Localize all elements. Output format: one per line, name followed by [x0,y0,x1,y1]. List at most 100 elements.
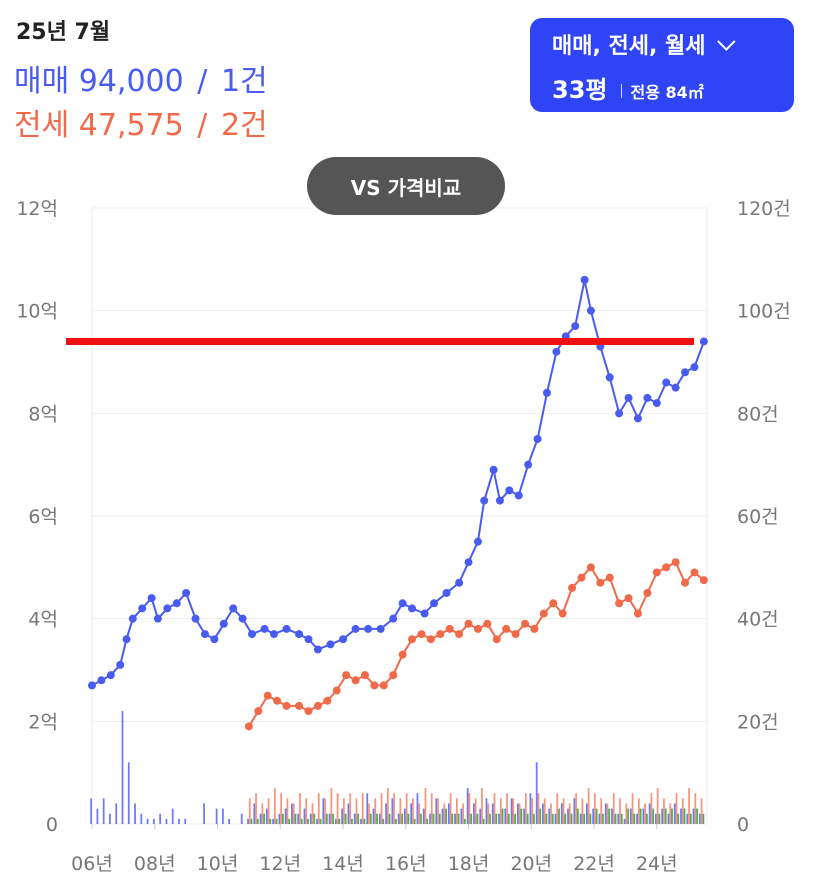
data-point-sale [652,399,661,408]
data-point-sale [200,630,209,639]
y-left-tick-label: 6억 [28,506,58,528]
data-point-sale [229,604,238,613]
data-point-sale [163,604,172,613]
data-point-jeonse [398,650,407,659]
volume-bar-sale [504,808,507,824]
volume-bar-wolse [658,813,661,824]
volume-bar-sale [303,808,306,824]
data-point-sale [398,599,407,608]
data-point-sale [690,363,699,372]
volume-bar-jeonse [437,798,439,824]
volume-bar-wolse [344,813,347,824]
volume-bar-jeonse [399,798,402,824]
data-point-sale [473,537,482,546]
data-point-sale [681,368,690,377]
volume-bar-wolse [464,818,466,824]
volume-bar-sale [309,813,312,824]
volume-bar-sale [510,798,513,824]
volume-bar-sale [592,808,595,824]
volume-bar-wolse [507,813,510,824]
data-point-sale [138,604,147,613]
volume-bar-jeonse [273,788,276,824]
volume-bar-wolse [256,818,259,824]
filter-divider [621,84,623,98]
volume-bar-sale [297,813,300,824]
data-point-jeonse [313,701,322,710]
data-point-sale [122,635,131,644]
vs-compare-button[interactable]: VS 가격비교 [307,157,505,215]
data-point-sale [260,624,269,633]
volume-bar-wolse [369,813,372,824]
volume-bar-wolse [495,813,498,824]
volume-bar-wolse [313,813,316,824]
volume-bar-jeonse [543,798,546,824]
volume-bar-sale [291,803,293,824]
x-tick-label: 08년 [134,853,176,875]
x-tick-label: 24년 [636,853,678,875]
volume-bar-wolse [664,808,667,824]
sale-label: 매매 [14,64,70,99]
volume-bar-sale [698,813,701,824]
volume-bar-sale [253,803,256,824]
data-point-jeonse [690,568,699,577]
volume-bar-sale [579,813,582,824]
volume-bar-wolse [407,813,410,824]
chart-grid [91,207,708,829]
volume-bar-jeonse [424,788,427,824]
data-point-jeonse [408,635,417,644]
volume-bar-jeonse [355,798,358,824]
volume-bar-wolse [633,813,636,824]
data-point-sale [128,614,137,623]
volume-bar-sale [422,808,425,824]
data-point-jeonse [254,707,263,716]
data-point-sale [615,409,624,418]
volume-bar-jeonse [688,788,690,824]
volume-bar-wolse [382,818,385,824]
volume-bar-wolse [288,818,291,824]
volume-bar-jeonse [581,798,584,824]
volume-bar-sale [347,803,350,824]
volume-bar-wolse [608,808,611,824]
volume-bar-wolse [451,813,454,824]
volume-bar-jeonse [606,803,609,824]
volume-bar-sale [96,808,99,824]
volume-bar-jeonse [556,793,559,824]
data-point-sale [542,388,551,397]
filter-dropdown[interactable]: 매매, 전세, 월세 33평 전용 84㎡ [530,18,794,112]
volume-bar-sale [642,808,645,824]
volume-bar-sale [385,803,387,824]
volume-bar-sale [692,808,695,824]
data-point-sale [238,614,247,623]
data-point-sale [643,393,652,402]
volume-bar-sale [479,808,482,824]
data-point-jeonse [671,558,680,567]
volume-bar-sale [661,808,664,824]
data-point-sale [586,306,595,315]
volume-bar-sale [648,803,651,824]
volume-bar-jeonse [562,798,565,824]
data-point-sale [552,347,561,356]
data-point-sale [313,645,322,654]
volume-bar-sale [686,813,689,824]
volume-bar-wolse [683,808,686,824]
volume-bar-wolse [445,808,447,824]
pyeong-label: 33평 [552,76,608,104]
data-point-jeonse [351,676,360,685]
data-point-jeonse [332,686,341,695]
volume-bar-sale [90,798,92,824]
volume-bar-wolse [275,818,278,824]
data-point-sale [106,671,115,680]
y-left-tick-label: 10억 [16,301,58,323]
data-point-jeonse [263,691,272,700]
data-point-jeonse [492,635,501,644]
data-point-sale [514,491,523,500]
jeonse-label: 전세 [14,108,70,143]
volume-bar-jeonse [330,788,333,824]
data-point-sale [671,383,680,392]
data-point-jeonse [643,589,652,597]
data-point-jeonse [549,599,558,608]
volume-bar-sale [240,813,243,824]
volume-bar-sale [203,803,205,824]
volume-bar-sale [127,762,130,824]
volume-bar-wolse [300,818,303,824]
